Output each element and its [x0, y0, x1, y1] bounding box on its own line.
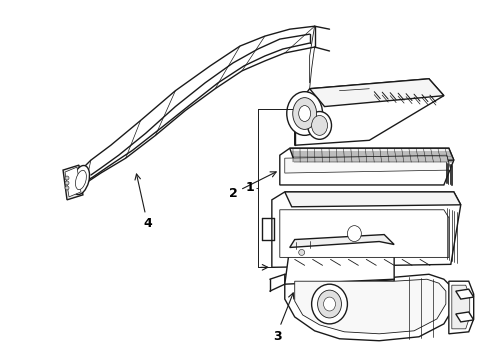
Ellipse shape: [73, 166, 90, 194]
Ellipse shape: [293, 98, 317, 129]
Polygon shape: [285, 192, 461, 207]
Text: 4: 4: [143, 217, 152, 230]
Text: 1: 1: [245, 181, 254, 194]
Polygon shape: [285, 155, 451, 173]
Polygon shape: [272, 192, 461, 267]
Ellipse shape: [299, 105, 311, 121]
Ellipse shape: [347, 226, 361, 242]
Polygon shape: [449, 281, 474, 334]
Polygon shape: [285, 274, 454, 341]
Polygon shape: [290, 148, 454, 162]
Polygon shape: [290, 235, 394, 247]
Polygon shape: [294, 79, 444, 145]
Ellipse shape: [65, 181, 69, 185]
Polygon shape: [452, 285, 470, 329]
Ellipse shape: [75, 170, 86, 190]
Ellipse shape: [299, 249, 305, 255]
Ellipse shape: [65, 186, 69, 190]
Ellipse shape: [308, 112, 332, 139]
Ellipse shape: [312, 116, 327, 135]
Ellipse shape: [65, 176, 69, 180]
Text: 3: 3: [273, 330, 282, 343]
Polygon shape: [65, 167, 81, 197]
Text: 2: 2: [229, 188, 238, 201]
Polygon shape: [294, 279, 446, 334]
Polygon shape: [280, 210, 449, 257]
Polygon shape: [310, 79, 444, 107]
Polygon shape: [456, 289, 474, 299]
Ellipse shape: [312, 284, 347, 324]
Polygon shape: [63, 165, 83, 200]
Ellipse shape: [318, 290, 342, 318]
Ellipse shape: [323, 297, 336, 311]
Polygon shape: [456, 312, 474, 322]
Ellipse shape: [287, 92, 322, 135]
Polygon shape: [280, 148, 454, 185]
Polygon shape: [285, 242, 394, 284]
